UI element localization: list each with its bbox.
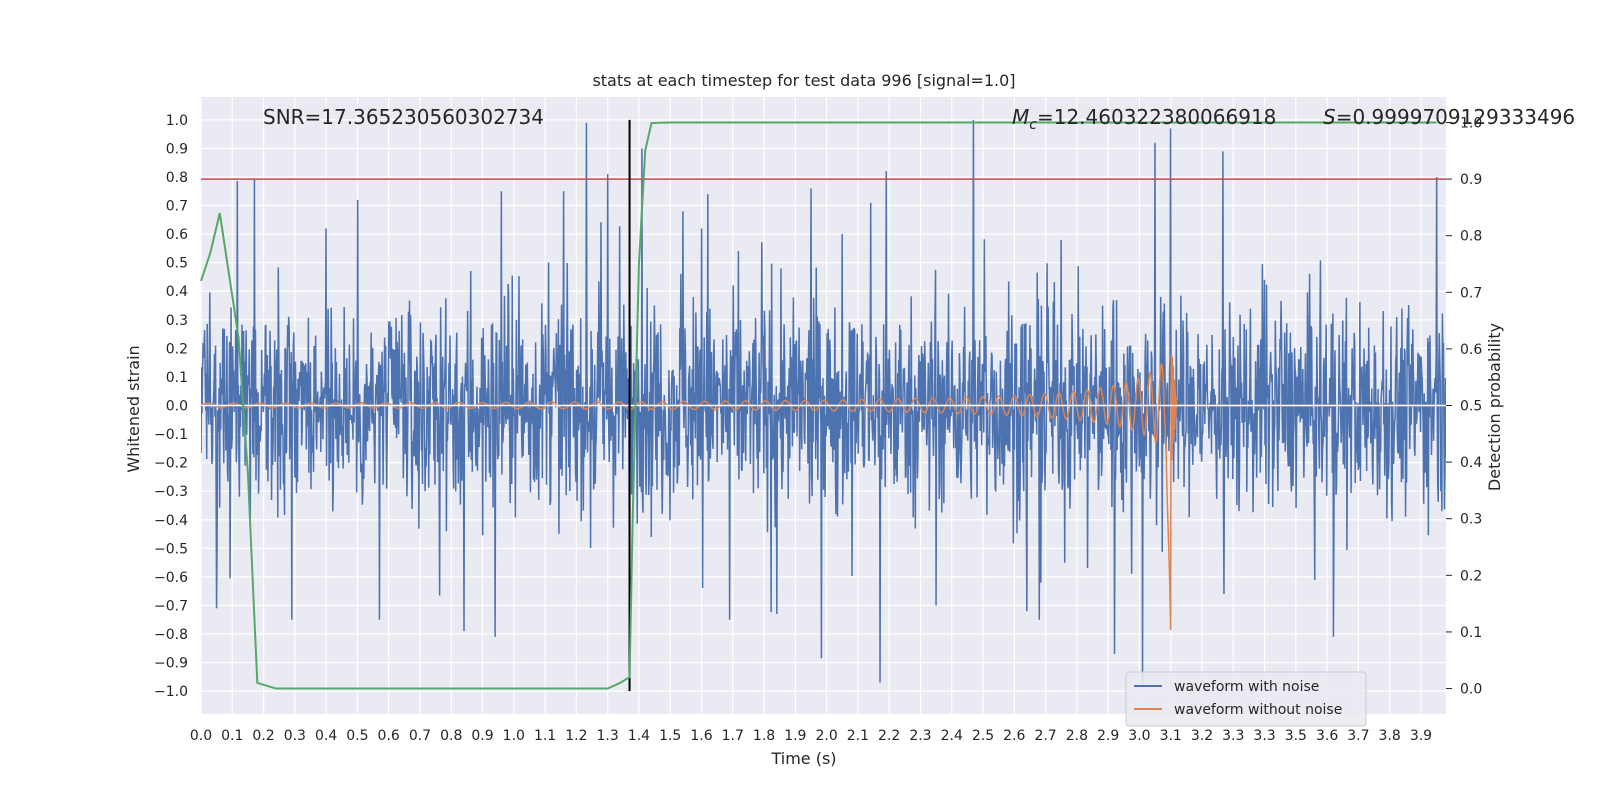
- chirp-mass-annotation: Mc=12.460322380066918: [1012, 105, 1276, 133]
- x-tick-label: 1.5: [659, 728, 681, 744]
- x-tick-label: 3.2: [1191, 728, 1213, 744]
- x-tick-label: 2.0: [815, 728, 837, 744]
- y2-tick-label: 0.9: [1460, 172, 1482, 188]
- legend-box: [1125, 671, 1367, 727]
- y-tick-label: −0.7: [154, 598, 188, 614]
- score-value: =0.9999709129333496: [1336, 105, 1575, 129]
- y-tick-label: 0.2: [166, 341, 188, 357]
- y2-tick-label: 0.8: [1460, 229, 1482, 245]
- x-tick-label: 0.1: [221, 728, 243, 744]
- x-tick-label: 3.0: [1128, 728, 1150, 744]
- x-tick-label: 0.7: [409, 728, 431, 744]
- y-tick-label: 0.1: [166, 370, 188, 386]
- x-tick-label: 3.7: [1347, 728, 1369, 744]
- tick-labels: 0.0 0.1 0.2 0.3 0.4 0.5 0.6 0.7 0.8 0.9 1.0 1.1 1.2 1…: [154, 113, 1482, 744]
- y-tick-label: −0.4: [154, 513, 188, 529]
- x-tick-label: 3.6: [1316, 728, 1338, 744]
- x-tick-label: 2.6: [1003, 728, 1025, 744]
- legend: waveform with noise waveform without noi…: [1125, 671, 1367, 727]
- x-tick-label: 2.8: [1066, 728, 1088, 744]
- y-tick-label: 0.4: [166, 284, 188, 300]
- series-waveform-with-noise: [201, 119, 1446, 683]
- x-tick-label: 0.0: [190, 728, 212, 744]
- y-tick-label: 0.8: [166, 170, 188, 186]
- score-annotation: S=0.9999709129333496: [1323, 105, 1575, 129]
- x-tick-label: 3.8: [1379, 728, 1401, 744]
- y2-tick-label: 0.4: [1460, 455, 1482, 471]
- y-tick-label: 0.9: [166, 141, 188, 157]
- x-tick-label: 1.7: [722, 728, 744, 744]
- overlay-layer: [200, 119, 1446, 692]
- y2-tick-label: 0.6: [1460, 342, 1482, 358]
- x-tick-label: 2.7: [1034, 728, 1056, 744]
- y-tick-label: 0.3: [166, 313, 188, 329]
- x-tick-label: 0.2: [252, 728, 274, 744]
- y-tick-label: 0.5: [166, 256, 188, 272]
- y-tick-label: −0.8: [154, 627, 188, 643]
- x-tick-label: 3.1: [1160, 728, 1182, 744]
- y-tick-label: 0.6: [166, 227, 188, 243]
- y2-tick-label: 0.0: [1460, 682, 1482, 698]
- x-tick-label: 2.3: [909, 728, 931, 744]
- legend-label-clean: waveform without noise: [1174, 702, 1342, 718]
- x-tick-label: 3.5: [1285, 728, 1307, 744]
- x-tick-label: 1.8: [753, 728, 775, 744]
- x-tick-label: 1.2: [565, 728, 587, 744]
- y-tick-label: −0.6: [154, 570, 188, 586]
- x-tick-label: 1.9: [784, 728, 806, 744]
- x-tick-label: 3.3: [1253, 728, 1275, 744]
- x-tick-label: 3.9: [1410, 728, 1432, 744]
- x-tick-label: 2.4: [941, 728, 963, 744]
- legend-label-noise: waveform with noise: [1174, 679, 1319, 695]
- y-tick-label: −0.1: [154, 427, 188, 443]
- y-tick-label: −0.9: [154, 656, 188, 672]
- chart-title: stats at each timestep for test data 996…: [592, 71, 1015, 90]
- y2-tick-label: 0.7: [1460, 285, 1482, 301]
- x-tick-label: 1.1: [534, 728, 556, 744]
- chirp-mass-value: =12.460322380066918: [1037, 105, 1276, 129]
- y-tick-label: −0.3: [154, 484, 188, 500]
- x-tick-label: 2.1: [847, 728, 869, 744]
- x-tick-label: 1.0: [503, 728, 525, 744]
- x-tick-label: 0.8: [440, 728, 462, 744]
- x-tick-label: 1.3: [597, 728, 619, 744]
- snr-annotation: SNR=17.365230560302734: [263, 105, 544, 129]
- y2-axis-label: Detection probability: [1485, 323, 1504, 491]
- x-tick-label: 0.4: [315, 728, 337, 744]
- y-tick-label: 0.7: [166, 199, 188, 215]
- x-tick-label: 0.6: [378, 728, 400, 744]
- y2-tick-label: 0.1: [1460, 625, 1482, 641]
- x-tick-label: 1.4: [628, 728, 650, 744]
- y-tick-label: 0.0: [166, 399, 188, 415]
- y-tick-label: −0.5: [154, 541, 188, 557]
- y2-tick-label: 0.2: [1460, 568, 1482, 584]
- x-tick-label: 1.6: [690, 728, 712, 744]
- y-axis-label: Whitened strain: [124, 345, 143, 472]
- series-detection-probability: [200, 121, 1437, 690]
- score-symbol: S: [1323, 105, 1336, 129]
- chirp-mass-symbol: M: [1012, 105, 1029, 129]
- y2-tick-label: 1.0: [1460, 115, 1482, 131]
- y2-tick-label: 0.3: [1460, 512, 1482, 528]
- x-tick-label: 2.9: [1097, 728, 1119, 744]
- x-tick-label: 0.3: [284, 728, 306, 744]
- x-tick-label: 0.9: [471, 728, 493, 744]
- y2-tick-label: 0.5: [1460, 399, 1482, 415]
- x-tick-label: 0.5: [346, 728, 368, 744]
- y-tick-label: −1.0: [154, 684, 188, 700]
- x-tick-label: 2.2: [878, 728, 900, 744]
- x-tick-label: 3.3: [1222, 728, 1244, 744]
- x-tick-label: 2.5: [972, 728, 994, 744]
- y-tick-label: −0.2: [154, 456, 188, 472]
- x-axis-label: Time (s): [770, 749, 836, 768]
- chirp-mass-subscript: c: [1029, 117, 1037, 133]
- y-tick-label: 1.0: [166, 113, 188, 129]
